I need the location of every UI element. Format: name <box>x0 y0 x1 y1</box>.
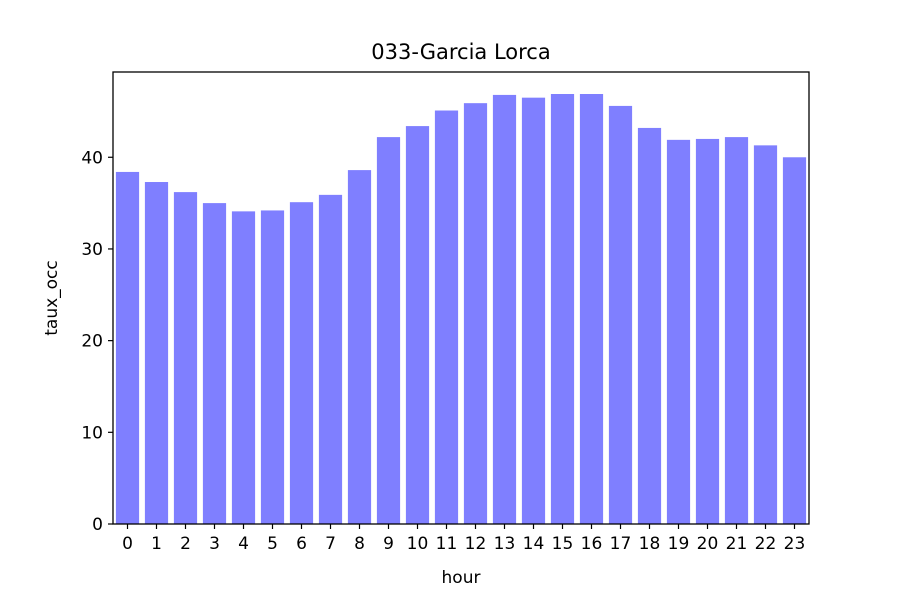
y-tick-label: 20 <box>81 332 103 352</box>
x-tick-label: 14 <box>523 534 545 554</box>
x-tick-label: 6 <box>296 534 307 554</box>
x-tick-label: 20 <box>697 534 719 554</box>
y-tick-label: 30 <box>81 240 103 260</box>
x-tick-label: 8 <box>354 534 365 554</box>
bar-hour-3 <box>203 203 226 524</box>
bar-hour-20 <box>696 139 719 524</box>
x-tick-label: 1 <box>151 534 162 554</box>
x-tick-label: 17 <box>610 534 632 554</box>
bar-hour-14 <box>522 98 545 524</box>
x-axis-label: hour <box>442 568 481 588</box>
x-tick-label: 18 <box>639 534 661 554</box>
x-tick-label: 11 <box>436 534 458 554</box>
bar-hour-1 <box>145 182 168 524</box>
bar-hour-9 <box>377 137 400 524</box>
bar-hour-17 <box>609 106 632 524</box>
x-tick-label: 9 <box>383 534 394 554</box>
bar-hour-12 <box>464 103 487 524</box>
y-tick-label: 40 <box>81 148 103 168</box>
x-axis: 01234567891011121314151617181920212223 <box>122 524 805 554</box>
y-axis-label: taux_occ <box>42 260 62 336</box>
x-tick-label: 4 <box>238 534 249 554</box>
bar-hour-21 <box>725 137 748 524</box>
bar-hour-4 <box>232 211 255 524</box>
bar-hour-8 <box>348 170 371 524</box>
x-tick-label: 22 <box>755 534 777 554</box>
bar-hour-6 <box>290 202 313 524</box>
bar-hour-19 <box>667 140 690 524</box>
x-tick-label: 15 <box>552 534 574 554</box>
x-tick-label: 23 <box>784 534 806 554</box>
y-axis: 0 10 20 30 40 <box>81 148 113 535</box>
x-tick-label: 7 <box>325 534 336 554</box>
x-tick-label: 21 <box>726 534 748 554</box>
x-tick-label: 2 <box>180 534 191 554</box>
y-tick-label: 0 <box>92 515 103 535</box>
bar-hour-2 <box>174 192 197 524</box>
y-tick-label: 10 <box>81 423 103 443</box>
bar-hour-13 <box>493 95 516 524</box>
x-tick-label: 10 <box>407 534 429 554</box>
x-tick-label: 13 <box>494 534 516 554</box>
chart-title: 033-Garcia Lorca <box>371 40 550 64</box>
bar-hour-16 <box>580 94 603 524</box>
bar-hour-5 <box>261 210 284 524</box>
bar-hour-15 <box>551 94 574 524</box>
x-tick-label: 16 <box>581 534 603 554</box>
x-tick-label: 5 <box>267 534 278 554</box>
x-tick-label: 0 <box>122 534 133 554</box>
bars-group <box>116 94 806 524</box>
bar-hour-22 <box>754 145 777 524</box>
bar-hour-23 <box>783 157 806 524</box>
bar-hour-10 <box>406 126 429 524</box>
bar-hour-11 <box>435 111 458 524</box>
x-tick-label: 12 <box>465 534 487 554</box>
bar-hour-0 <box>116 172 139 524</box>
bar-hour-7 <box>319 195 342 524</box>
x-tick-label: 19 <box>668 534 690 554</box>
bar-hour-18 <box>638 128 661 524</box>
x-tick-label: 3 <box>209 534 220 554</box>
